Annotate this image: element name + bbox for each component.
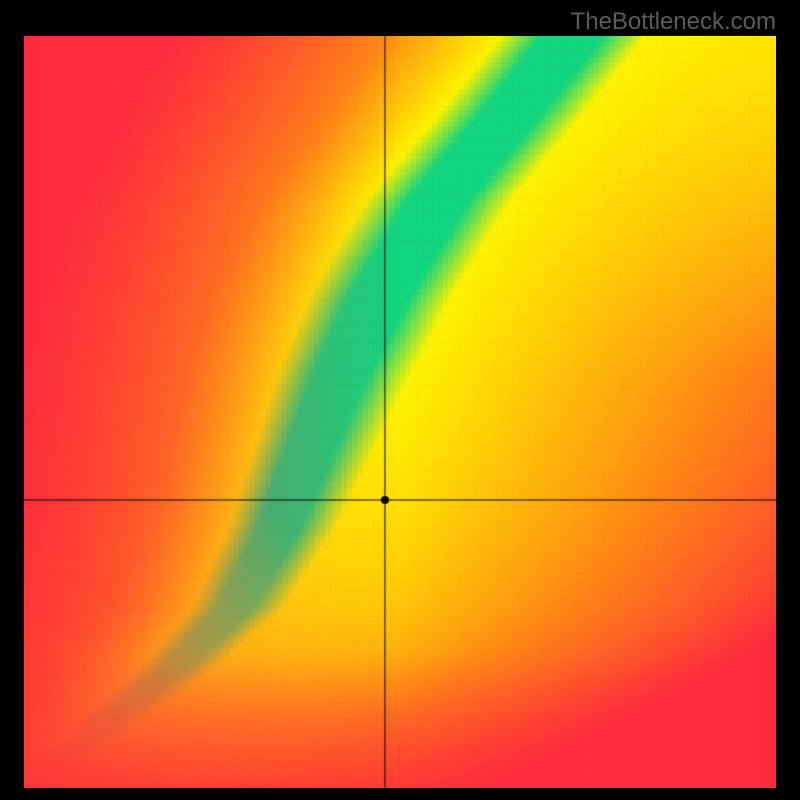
- heatmap-canvas: [24, 36, 776, 788]
- bottleneck-heatmap: [24, 36, 776, 788]
- watermark-text: TheBottleneck.com: [571, 8, 776, 36]
